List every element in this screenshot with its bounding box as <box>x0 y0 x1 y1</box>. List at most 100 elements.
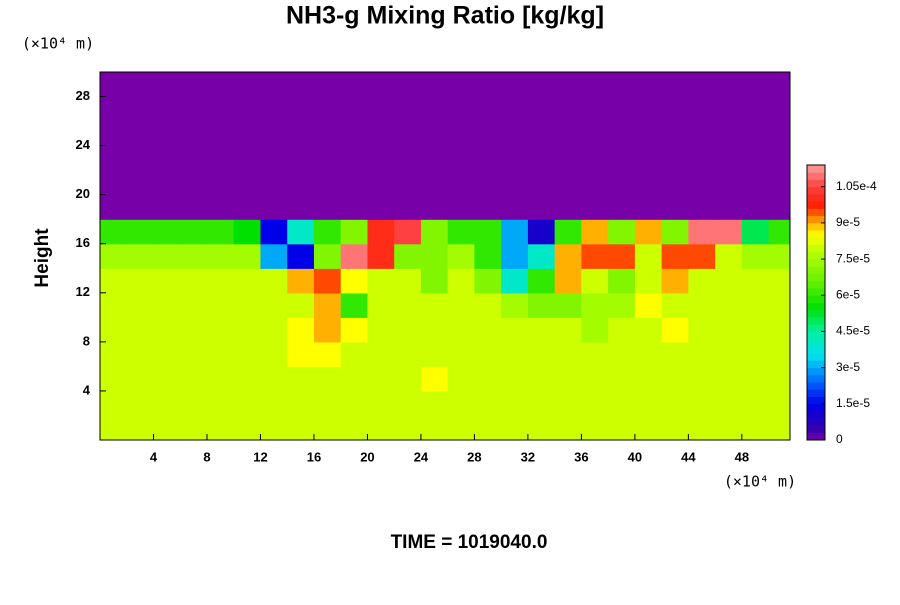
heat-cell <box>153 121 181 147</box>
heat-cell <box>367 72 395 98</box>
heat-cell <box>474 72 502 98</box>
heat-cell <box>501 317 529 343</box>
heat-cell <box>394 268 422 294</box>
colorbar-segment <box>807 215 825 224</box>
heat-cell <box>340 317 369 343</box>
heat-cell <box>581 72 609 98</box>
x-tick-label: 44 <box>681 449 696 464</box>
heat-cell <box>715 121 743 147</box>
heat-cell <box>100 390 128 417</box>
heat-cell <box>180 170 208 196</box>
heat-cell <box>100 219 128 245</box>
heat-cell <box>100 243 128 269</box>
heat-cell <box>340 121 369 147</box>
heat-cell <box>608 145 636 171</box>
heat-cell <box>581 292 609 318</box>
heat-cell <box>608 96 636 122</box>
heat-cell <box>367 243 395 269</box>
heat-cell <box>153 317 181 343</box>
heat-cell <box>474 390 502 417</box>
heat-cell <box>180 219 208 245</box>
y-tick-label: 20 <box>76 186 90 201</box>
heat-cell <box>447 194 476 220</box>
heat-cell <box>768 96 790 122</box>
heat-cell <box>394 243 422 269</box>
colorbar-segment <box>807 396 825 405</box>
heat-cell <box>474 341 502 367</box>
heat-cell <box>634 121 663 147</box>
heat-cell <box>153 341 181 367</box>
heat-cell <box>420 317 449 343</box>
heat-cell <box>287 96 315 122</box>
heat-cell <box>126 96 155 122</box>
heat-cell <box>420 219 449 245</box>
heat-cell <box>180 317 208 343</box>
heat-cell <box>420 121 449 147</box>
heat-cell <box>420 390 449 417</box>
heat-cell <box>715 317 743 343</box>
colorbar-segment <box>807 338 825 347</box>
heat-cell <box>501 341 529 367</box>
heat-cell <box>287 341 315 367</box>
colorbar-segment <box>807 244 825 253</box>
heat-cell <box>420 243 449 269</box>
heat-cell <box>715 341 743 367</box>
heat-cell <box>501 145 529 171</box>
heat-cell <box>100 145 128 171</box>
heat-cell <box>608 268 636 294</box>
heat-cell <box>313 72 342 98</box>
heat-cell <box>287 121 315 147</box>
heat-cell <box>313 145 342 171</box>
heat-cell <box>661 366 689 392</box>
heat-cell <box>206 243 235 269</box>
heat-cell <box>447 366 476 392</box>
heat-cell <box>501 72 529 98</box>
heat-cell <box>260 415 288 440</box>
heat-cell <box>554 219 582 245</box>
heatmap <box>100 72 790 440</box>
colorbar-segment <box>807 266 825 274</box>
heat-cell <box>634 194 663 220</box>
heat-cell <box>233 390 262 417</box>
heat-cell <box>741 243 770 269</box>
heat-cell <box>768 145 790 171</box>
heat-cell <box>634 96 663 122</box>
heat-cell <box>287 390 315 417</box>
heat-cell <box>768 121 790 147</box>
heat-cell <box>340 219 369 245</box>
colorbar-segment <box>807 172 825 180</box>
colorbar-label: 4.5e-5 <box>836 324 870 338</box>
heat-cell <box>260 219 288 245</box>
y-tick-label: 16 <box>76 235 90 250</box>
heat-cell <box>634 145 663 171</box>
heat-cell <box>287 145 315 171</box>
colorbar-segment <box>807 324 825 332</box>
heat-cell <box>100 121 128 147</box>
heat-cell <box>340 72 369 98</box>
heat-cell <box>474 292 502 318</box>
heat-cell <box>768 415 790 440</box>
heat-cell <box>768 268 790 294</box>
heat-cell <box>634 170 663 196</box>
heat-cell <box>420 72 449 98</box>
heat-cell <box>260 96 288 122</box>
heat-cell <box>260 366 288 392</box>
heat-cell <box>260 121 288 147</box>
heat-cell <box>501 390 529 417</box>
heat-cell <box>340 292 369 318</box>
heat-cell <box>474 366 502 392</box>
heat-cell <box>287 194 315 220</box>
heat-cell <box>340 145 369 171</box>
heat-cell <box>474 145 502 171</box>
heat-cell <box>126 121 155 147</box>
heat-cell <box>313 317 342 343</box>
heat-cell <box>527 390 556 417</box>
heat-cell <box>313 268 342 294</box>
y-unit: (×10⁴ m) <box>22 35 94 53</box>
heat-cell <box>180 292 208 318</box>
heat-cell <box>313 96 342 122</box>
heat-cell <box>447 121 476 147</box>
colorbar-segment <box>807 295 825 303</box>
heat-cell <box>688 390 716 417</box>
